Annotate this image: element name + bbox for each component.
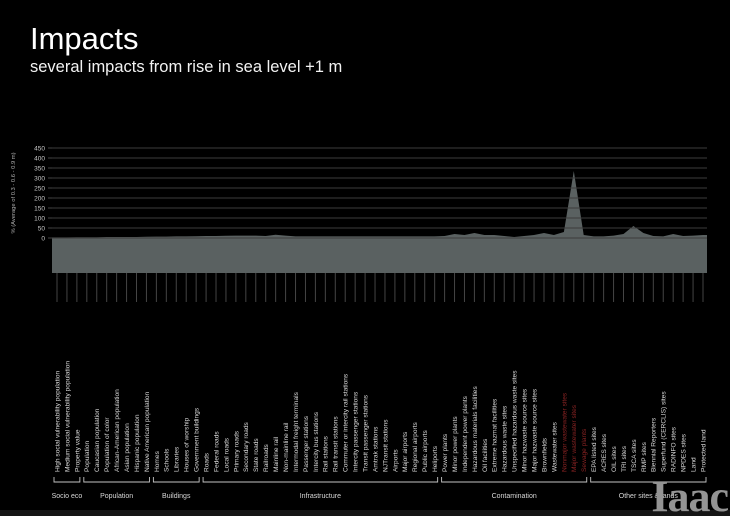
y-tick-label: 400 — [34, 155, 45, 162]
group-bracket — [83, 477, 150, 483]
category-label-highlighted: Major wastewater sites — [571, 404, 578, 472]
category-label: Oil facilities — [482, 438, 489, 472]
group-bracket — [441, 477, 588, 483]
category-label: Extreme hazmat facilities — [492, 398, 499, 472]
category-label: Transit passenger stations — [363, 394, 370, 472]
category-label: NPDES sites — [681, 433, 688, 472]
category-label: Major airports — [402, 431, 409, 472]
category-label: Local roads — [223, 437, 230, 472]
group-label: Infrastructure — [300, 493, 341, 500]
category-label: NJTransit stations — [382, 419, 389, 472]
category-label: Rail stations — [323, 435, 330, 472]
group-bracket — [590, 477, 707, 483]
category-label-highlighted: Sewage plants — [581, 428, 588, 472]
category-label: High social vulnerability population — [54, 371, 61, 472]
header: Impacts several impacts from rise in sea… — [30, 21, 343, 77]
y-tick-label: 100 — [34, 215, 45, 222]
category-label: Power plants — [442, 433, 449, 472]
category-label: Asian population — [124, 423, 131, 472]
group-bracket — [152, 477, 200, 483]
category-label: Libraries — [174, 446, 181, 472]
category-label: Protected land — [700, 429, 707, 472]
y-tick-label: 200 — [34, 195, 45, 202]
category-label: Passenger stations — [303, 415, 310, 472]
category-label: Public airports — [422, 430, 429, 472]
category-label: RMP sites — [641, 441, 648, 472]
category-label: Federal roads — [213, 431, 220, 472]
page-title: Impacts — [30, 21, 139, 56]
category-label: Non-mainline rail — [283, 422, 290, 472]
category-label-highlighted: Nonmajor wastewater sites — [561, 392, 568, 472]
category-label: Houses of worship — [184, 417, 191, 472]
category-label: Government buildings — [194, 407, 201, 472]
category-label: Hispanic population — [134, 414, 141, 472]
category-label: Native American population — [144, 391, 151, 472]
y-tick-label: 350 — [34, 165, 45, 172]
footer-band — [0, 510, 730, 516]
category-label: Independent power plants — [462, 395, 469, 472]
category-label: Intercity bus stations — [313, 411, 320, 472]
category-label: Schools — [164, 448, 171, 472]
y-tick-label: 150 — [34, 205, 45, 212]
category-label: TRI sites — [621, 445, 628, 472]
group-label: Socio eco — [52, 493, 83, 500]
category-label: Mainline rail — [273, 436, 280, 472]
category-label: TSCA sites — [631, 439, 638, 472]
category-label: Airports — [392, 449, 399, 472]
y-tick-label: 50 — [38, 225, 46, 232]
category-label: State roads — [253, 438, 260, 472]
category-label: Major hazwaste source sites — [531, 388, 538, 472]
category-label: Roads — [204, 452, 211, 472]
category-label: Heliports — [432, 445, 439, 472]
group-label: Buildings — [162, 493, 191, 500]
category-label: Primary roads — [233, 430, 240, 472]
category-label: Hazardous materials facilities — [472, 386, 479, 472]
category-label: Land — [691, 457, 698, 472]
category-label: Rail transit stations — [333, 416, 340, 472]
category-label: Population of color — [104, 417, 111, 472]
category-label: Intercity passenger stations — [353, 391, 360, 472]
category-label: Property value — [74, 429, 81, 472]
y-tick-label: 0 — [41, 235, 45, 242]
category-label: Homes — [154, 450, 161, 472]
category-label: Minor power plants — [452, 416, 459, 472]
category-label: Medium social vulnerability population — [64, 361, 71, 472]
category-label: Biennial Reporters — [651, 417, 658, 472]
group-label: Other sites & lands — [619, 493, 679, 500]
category-label: Minor hazwaste source sites — [522, 388, 529, 472]
y-tick-label: 450 — [34, 145, 45, 152]
category-label: Wastewater sites — [551, 421, 558, 472]
group-bracket — [53, 477, 81, 483]
impact-area-series — [52, 171, 707, 273]
category-label: African-American population — [114, 389, 121, 472]
group-bracket — [202, 477, 439, 483]
category-label: OIL sites — [611, 446, 618, 472]
category-label: Brownfields — [541, 437, 548, 472]
group-label: Contamination — [492, 493, 537, 500]
category-label: RADINFO sites — [671, 426, 678, 472]
y-axis-title: % (Average of 0.3 - 0.6 - 0.9 m) — [11, 152, 17, 233]
category-label: Hazardous waste sites — [502, 405, 509, 472]
y-tick-label: 250 — [34, 185, 45, 192]
category-label: Population — [84, 441, 91, 472]
group-label: Population — [100, 493, 133, 500]
category-label: EPA listed sites — [591, 426, 598, 472]
category-label: Commuter or intercity rail stations — [343, 373, 350, 472]
category-label: ACRES sites — [601, 433, 608, 472]
category-label: Superfund (CERCLIS) sites — [661, 391, 668, 472]
category-label: Railroads — [263, 443, 270, 472]
category-label: Intermodal freight terminals — [293, 391, 300, 472]
category-label: Unspecified hazardous waste sites — [512, 370, 519, 472]
category-label: Amtrak stations — [372, 426, 379, 472]
iaac-logo: Iaac — [651, 471, 729, 516]
page-subtitle: several impacts from rise in sea level +… — [30, 58, 343, 77]
category-label: Caucasian population — [94, 408, 101, 472]
category-label: Secondary roads — [243, 421, 250, 472]
y-tick-label: 300 — [34, 175, 45, 182]
category-label: Regional airports — [412, 421, 419, 472]
